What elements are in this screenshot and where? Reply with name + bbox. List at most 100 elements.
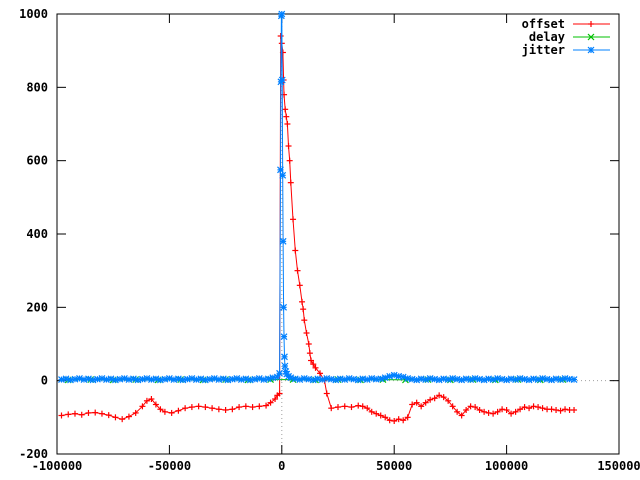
data-point-offset	[364, 405, 371, 412]
x-tick-label: 100000	[485, 459, 528, 473]
data-point-offset	[436, 392, 443, 399]
data-point-offset	[139, 403, 146, 410]
x-tick-label: 0	[278, 459, 285, 473]
data-point-offset	[132, 409, 139, 416]
data-point-offset	[305, 341, 312, 347]
data-point-offset	[422, 399, 429, 406]
data-point-offset	[359, 403, 366, 410]
data-point-offset	[404, 414, 411, 421]
y-tick-label: 400	[26, 227, 48, 241]
series-line-jitter	[61, 13, 575, 381]
data-point-jitter	[390, 371, 398, 379]
data-point-offset	[386, 417, 393, 424]
data-point-offset	[202, 404, 209, 411]
data-point-offset	[272, 396, 279, 402]
data-point-jitter	[279, 237, 287, 245]
data-point-offset	[445, 397, 452, 404]
data-point-jitter	[279, 171, 287, 179]
legend-marker	[587, 33, 595, 41]
data-point-offset	[548, 406, 555, 413]
data-point-offset	[535, 404, 542, 411]
data-point-jitter	[281, 362, 289, 370]
y-tick-label: 600	[26, 154, 48, 168]
data-point-jitter	[269, 374, 277, 382]
data-point-offset	[400, 417, 407, 424]
data-point-offset	[476, 407, 483, 413]
data-point-offset	[481, 408, 488, 415]
data-point-offset	[71, 410, 78, 417]
y-tick-label: 1000	[19, 7, 48, 21]
legend-entry-offset: offset	[522, 17, 610, 31]
data-point-offset	[119, 416, 126, 423]
y-tick-label: 200	[26, 300, 48, 314]
data-point-offset	[285, 143, 292, 149]
data-point-offset	[391, 418, 398, 424]
data-point-offset	[182, 405, 189, 412]
data-point-jitter	[280, 303, 288, 311]
data-point-offset	[222, 407, 229, 413]
data-point-jitter	[152, 375, 160, 383]
data-point-offset	[323, 390, 330, 397]
data-point-offset	[286, 157, 293, 164]
data-point-offset	[355, 402, 362, 409]
data-point-offset	[341, 403, 348, 410]
data-point-offset	[348, 404, 355, 411]
data-point-offset	[78, 411, 85, 418]
data-point-jitter	[291, 375, 299, 383]
data-point-offset	[301, 317, 308, 324]
data-point-offset	[143, 397, 150, 404]
data-point-offset	[175, 407, 182, 414]
data-point-jitter	[381, 374, 389, 382]
data-point-offset	[229, 406, 236, 413]
data-point-offset	[300, 306, 307, 313]
data-point-jitter	[281, 353, 288, 361]
data-point-offset	[249, 404, 256, 411]
data-point-offset	[431, 395, 438, 402]
data-point-offset	[373, 410, 380, 417]
data-point-offset	[328, 405, 335, 412]
data-point-offset	[284, 121, 291, 127]
data-point-offset	[508, 410, 515, 417]
data-point-offset	[499, 406, 506, 413]
data-point-offset	[195, 403, 202, 410]
data-point-offset	[490, 410, 497, 417]
data-point-offset	[112, 414, 119, 421]
data-point-offset	[377, 412, 384, 419]
plot-area	[58, 10, 578, 424]
data-point-offset	[427, 396, 434, 403]
data-point-offset	[242, 403, 249, 410]
data-point-offset	[517, 406, 524, 413]
data-point-jitter	[399, 373, 407, 381]
data-point-offset	[276, 390, 283, 397]
data-point-offset	[292, 247, 299, 254]
data-point-offset	[503, 407, 510, 413]
data-point-jitter	[103, 376, 110, 383]
data-point-offset	[290, 216, 297, 223]
data-point-offset	[335, 404, 341, 411]
data-point-offset	[157, 406, 164, 413]
x-tick-label: -50000	[148, 459, 191, 473]
data-point-offset	[65, 411, 72, 418]
legend-label: jitter	[522, 43, 565, 57]
data-point-offset	[553, 407, 560, 413]
data-point-offset	[312, 364, 319, 371]
x-tick-label: -100000	[32, 459, 83, 473]
data-point-jitter	[570, 376, 578, 383]
axes: -200 0 200 400 600 800 1000 -100000 -50000 0 50000…	[19, 7, 640, 473]
data-point-offset	[458, 412, 465, 419]
data-point-offset	[299, 298, 306, 305]
data-point-offset	[256, 403, 263, 410]
data-point-offset	[310, 361, 317, 368]
data-point-offset	[283, 113, 290, 120]
data-point-offset	[161, 408, 168, 415]
series-line-offset	[61, 35, 574, 422]
data-point-offset	[125, 413, 132, 420]
data-point-offset	[512, 408, 519, 415]
legend-label: offset	[522, 17, 565, 31]
series-jitter	[58, 10, 578, 384]
data-point-offset	[472, 404, 479, 411]
legend-label: delay	[529, 30, 565, 44]
data-point-jitter	[372, 375, 380, 383]
